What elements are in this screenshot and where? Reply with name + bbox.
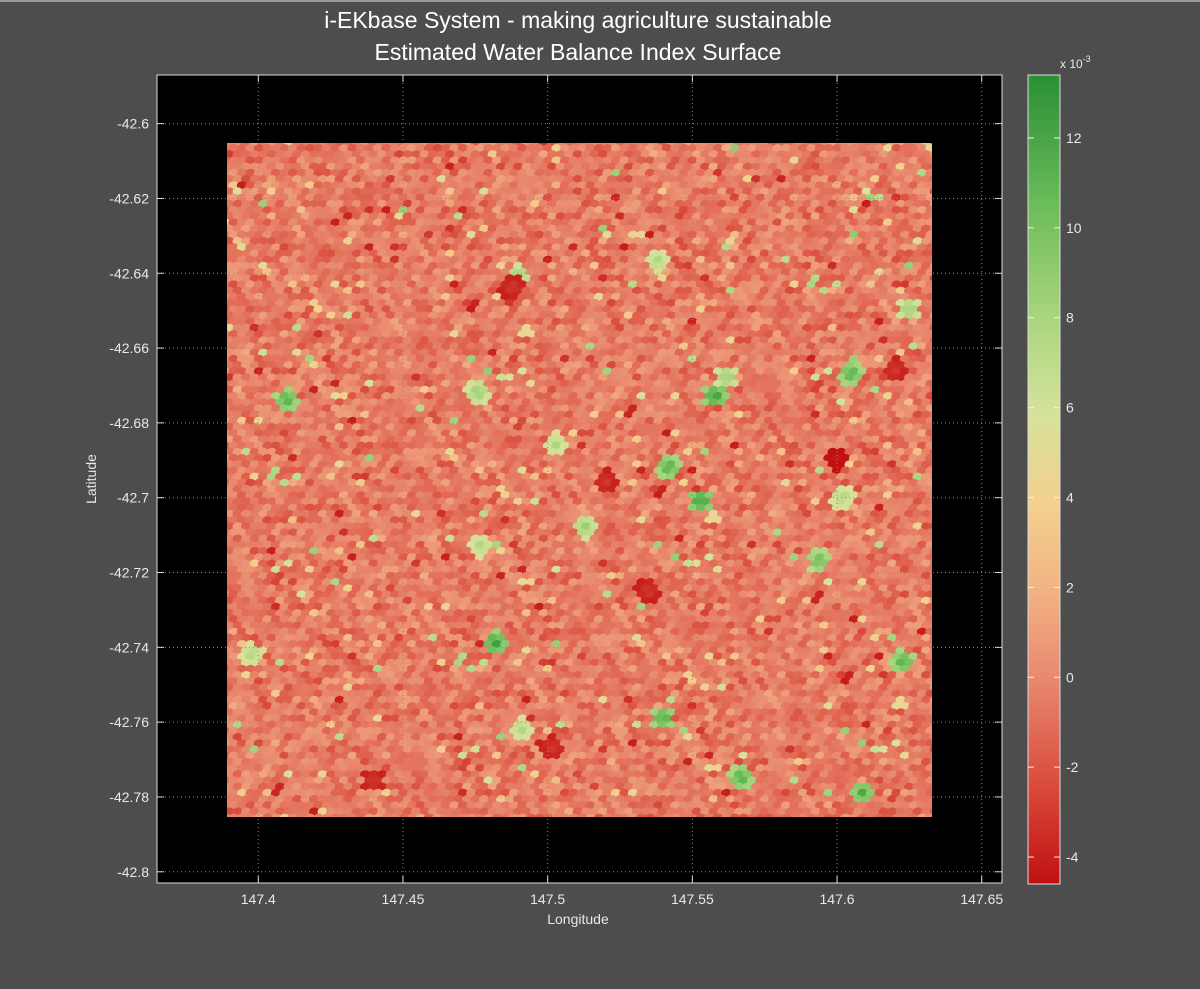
- window-top-border: [0, 0, 1200, 2]
- water-balance-surface: [227, 143, 932, 817]
- chart-title-line-1: i-EKbase System - making agriculture sus…: [324, 7, 832, 33]
- chart-title-line-2: Estimated Water Balance Index Surface: [375, 39, 782, 65]
